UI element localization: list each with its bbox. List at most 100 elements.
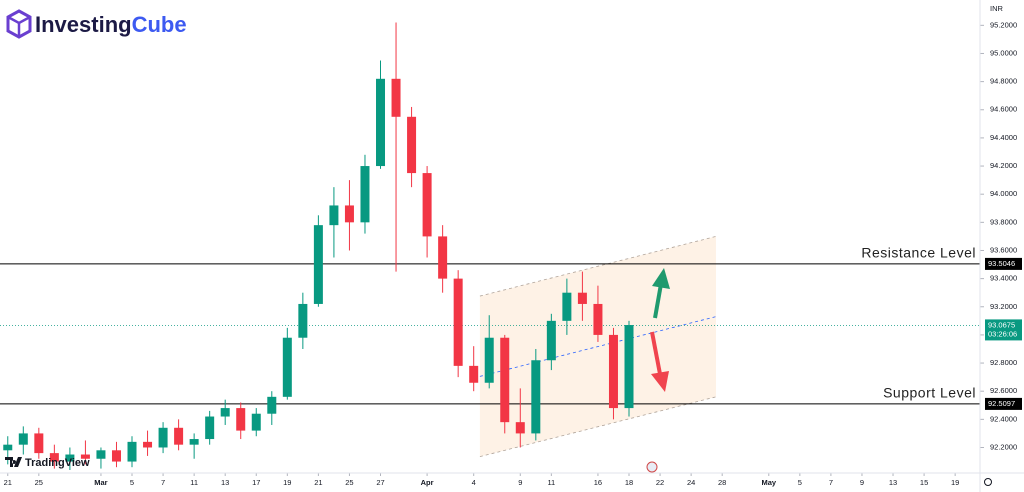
x-tick-label: 25 bbox=[35, 478, 43, 487]
candle-body bbox=[189, 439, 199, 445]
candle-body bbox=[422, 173, 432, 237]
x-tick-label: 22 bbox=[656, 478, 664, 487]
candle-body bbox=[407, 116, 417, 174]
candle-body bbox=[3, 444, 13, 451]
candle-body bbox=[236, 408, 246, 431]
candle-body bbox=[376, 78, 386, 167]
y-tick-label: 92.2000 bbox=[990, 442, 1017, 451]
y-tick-label: 92.6000 bbox=[990, 386, 1017, 395]
candle-body bbox=[205, 416, 215, 440]
candle-body bbox=[267, 396, 277, 414]
watermark-text: TradingView bbox=[25, 457, 90, 469]
candle-body bbox=[49, 453, 59, 462]
x-tick-label: 18 bbox=[625, 478, 633, 487]
candle-body bbox=[484, 337, 494, 383]
plot-marks bbox=[3, 22, 634, 470]
level-name: Resistance Level bbox=[861, 245, 976, 261]
watermark: TradingView bbox=[5, 457, 90, 469]
logo-text: InvestingCube bbox=[35, 12, 187, 37]
settings-icon[interactable] bbox=[984, 478, 992, 486]
y-tick-label: 93.8000 bbox=[990, 217, 1017, 226]
candle-body bbox=[298, 303, 308, 338]
y-tick-label: 92.8000 bbox=[990, 358, 1017, 367]
x-tick-label: 24 bbox=[687, 478, 695, 487]
candle-body bbox=[531, 360, 541, 434]
x-tick-label: 21 bbox=[4, 478, 12, 487]
candle-body bbox=[438, 236, 448, 279]
candle-body bbox=[624, 325, 634, 409]
x-tick-label: Apr bbox=[421, 478, 434, 487]
candle-body bbox=[34, 433, 44, 454]
level-name: Support Level bbox=[883, 385, 976, 401]
candle-body bbox=[158, 427, 168, 448]
candle-body bbox=[593, 303, 603, 335]
x-tick-label: 21 bbox=[314, 478, 322, 487]
candle-body bbox=[96, 450, 106, 459]
plot-overlay: 92.200092.400092.600092.800093.000093.20… bbox=[4, 20, 1022, 487]
x-tick-label: 13 bbox=[889, 478, 897, 487]
level-label-box bbox=[985, 397, 1022, 410]
candle-body bbox=[18, 433, 28, 445]
up-arrow bbox=[652, 268, 670, 319]
channel-lower bbox=[479, 396, 717, 458]
logo-first: Investing bbox=[35, 12, 132, 37]
x-tick-label: 11 bbox=[547, 478, 555, 487]
y-tick-label: 94.0000 bbox=[990, 189, 1017, 198]
x-tick-label: 19 bbox=[951, 478, 959, 487]
candle-body bbox=[80, 454, 90, 459]
level-label: 93.5046 bbox=[988, 259, 1015, 268]
y-tick-label: 93.4000 bbox=[990, 274, 1017, 283]
x-tick-label: 11 bbox=[190, 478, 198, 487]
candle-body bbox=[453, 278, 463, 366]
candle-body bbox=[562, 292, 572, 321]
candle-body bbox=[65, 454, 75, 462]
x-tick-label: 7 bbox=[829, 478, 833, 487]
y-tick-label: 94.8000 bbox=[990, 77, 1017, 86]
y-tick-label: 94.6000 bbox=[990, 105, 1017, 114]
x-tick-label: 16 bbox=[594, 478, 602, 487]
channel-upper bbox=[479, 236, 717, 297]
candle-body bbox=[577, 292, 587, 304]
x-tick-label: 17 bbox=[252, 478, 260, 487]
x-tick-label: 13 bbox=[221, 478, 229, 487]
channel-middle bbox=[479, 316, 717, 377]
level-label-box bbox=[985, 257, 1022, 270]
candle-body bbox=[515, 422, 525, 434]
current-price-box bbox=[985, 319, 1022, 341]
candle-body bbox=[344, 205, 354, 223]
y-tick-label: 95.2000 bbox=[990, 20, 1017, 29]
x-tick-label: May bbox=[761, 478, 776, 487]
candle-body bbox=[251, 413, 261, 431]
candle-body bbox=[360, 166, 370, 223]
candle-body bbox=[500, 337, 510, 423]
x-tick-label: 27 bbox=[376, 478, 384, 487]
level-label: 92.5097 bbox=[988, 399, 1015, 408]
logo-second: Cube bbox=[132, 12, 187, 37]
x-tick-label: 15 bbox=[920, 478, 928, 487]
y-tick-label: 92.4000 bbox=[990, 414, 1017, 423]
candle-body bbox=[174, 427, 184, 445]
event-icon bbox=[646, 461, 658, 473]
y-tick-label: 93.6000 bbox=[990, 245, 1017, 254]
x-tick-label: 5 bbox=[130, 478, 134, 487]
y-tick-label: 95.0000 bbox=[990, 48, 1017, 57]
x-tick-label: Mar bbox=[94, 478, 107, 487]
x-tick-label: 9 bbox=[860, 478, 864, 487]
y-tick-label: 94.2000 bbox=[990, 161, 1017, 170]
logo: InvestingCube bbox=[6, 9, 187, 39]
x-tick-label: 25 bbox=[345, 478, 353, 487]
candle-body bbox=[127, 441, 137, 462]
candle-body bbox=[391, 78, 401, 117]
countdown-label: 03:26:06 bbox=[988, 329, 1017, 338]
y-tick-label: 93.2000 bbox=[990, 302, 1017, 311]
x-tick-label: 5 bbox=[798, 478, 802, 487]
y-tick-label: 94.4000 bbox=[990, 133, 1017, 142]
down-arrow bbox=[650, 331, 669, 392]
x-tick-label: 9 bbox=[518, 478, 522, 487]
x-tick-label: 19 bbox=[283, 478, 291, 487]
x-tick-label: 4 bbox=[472, 478, 476, 487]
candle-body bbox=[546, 320, 556, 361]
current-price-label: 93.0675 bbox=[988, 320, 1015, 329]
candle-body bbox=[329, 205, 339, 226]
